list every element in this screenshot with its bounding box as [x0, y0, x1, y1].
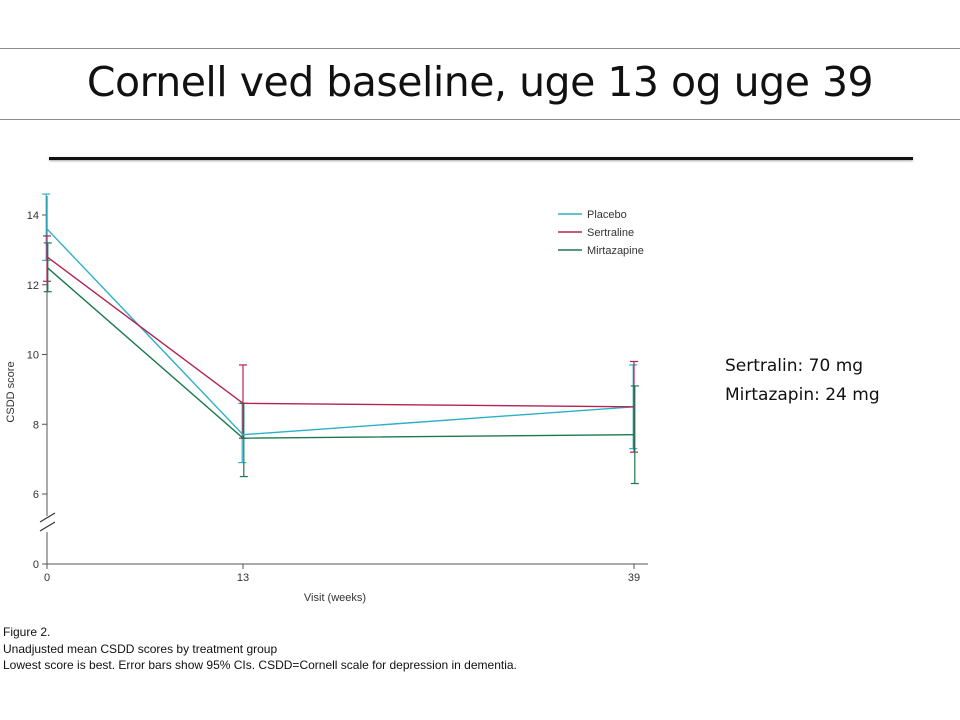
csdd-line-chart: 0 6 8 10 12 14 0 13 39 Visit (weeks) CSDD score Pla…	[5, 193, 648, 604]
series-line-placebo	[46, 228, 635, 436]
mirtazapine-dose: Mirtazapin: 24 mg	[725, 385, 880, 405]
sertraline-dose: Sertralin: 70 mg	[725, 356, 864, 376]
title-bar	[0, 48, 960, 120]
axis-break-mark	[39, 521, 56, 532]
x-tick-label: 0	[44, 572, 50, 584]
y-tick-label: 6	[33, 489, 39, 501]
series-line-mirtazapine	[46, 266, 635, 439]
y-tick-label: 12	[27, 280, 39, 292]
caption-heading: Unadjusted mean CSDD scores by treatment…	[3, 641, 278, 656]
caption-note: Lowest score is best. Error bars show 95…	[3, 658, 517, 672]
slide-title: Cornell ved baseline, uge 13 og uge 39	[86, 58, 874, 106]
caption-figure-number: Figure 2.	[3, 625, 51, 639]
y-tick-label: 8	[33, 419, 39, 431]
y-tick-label: 10	[27, 350, 39, 362]
legend-label-mirtazapine: Mirtazapine	[587, 245, 644, 257]
axis-break-mark	[39, 512, 56, 523]
legend-label-placebo: Placebo	[587, 209, 627, 221]
x-axis-title: Visit (weeks)	[304, 592, 366, 604]
x-tick-label: 39	[628, 572, 640, 584]
y-axis-title: CSDD score	[5, 361, 17, 422]
title-underline	[49, 157, 913, 160]
y-tick-label: 14	[27, 210, 39, 222]
legend-label-sertraline: Sertraline	[587, 227, 634, 239]
y-tick-label: 0	[33, 559, 39, 571]
x-tick-label: 13	[237, 572, 249, 584]
figure-caption: Figure 2. Unadjusted mean CSDD scores by…	[3, 624, 517, 674]
series-line-sertraline	[46, 256, 635, 408]
